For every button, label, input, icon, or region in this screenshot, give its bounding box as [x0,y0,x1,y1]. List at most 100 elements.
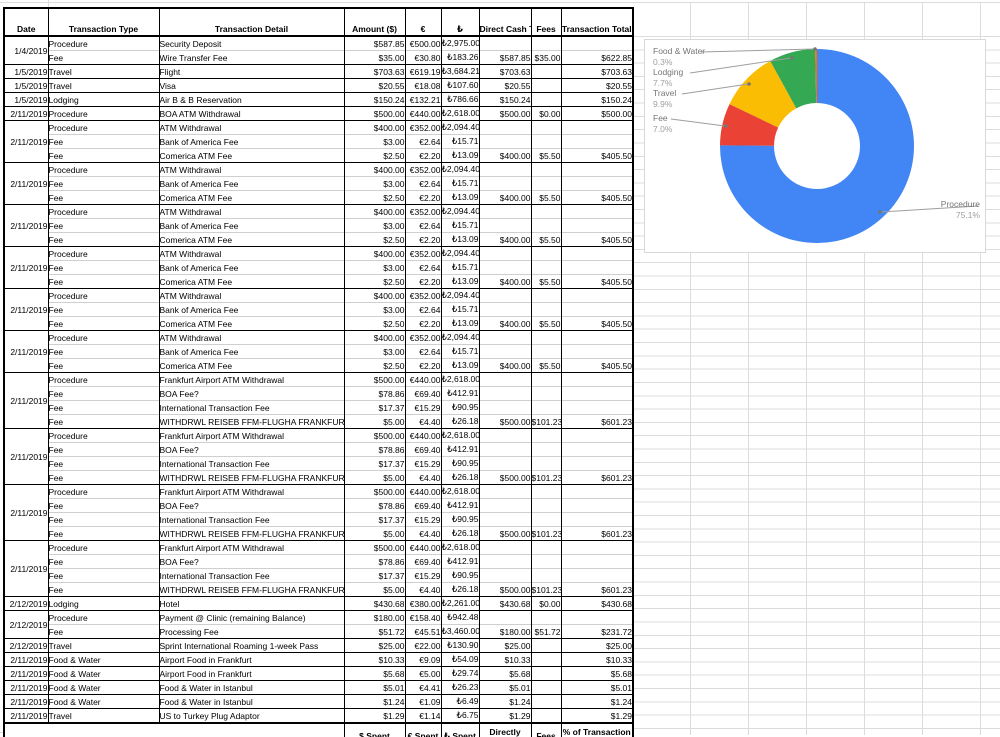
cell-direct-cash[interactable]: $20.55 [479,78,532,93]
cell-eur[interactable]: €2.20 [405,358,442,373]
cell-date[interactable]: 2/11/2019 [4,666,49,681]
cell-direct-cash[interactable]: $703.63 [479,64,532,79]
cell-type[interactable]: Fee [48,568,160,583]
cell-eur[interactable]: €440.00 [405,372,442,387]
cell-try[interactable]: ₺786.66 [441,92,480,107]
cell-date[interactable]: 2/11/2019 [4,372,49,429]
cell-detail[interactable]: Payment @ Clinic (remaining Balance) [159,610,345,625]
cell-try[interactable]: ₺26.18 [441,470,480,485]
cell-amount-usd[interactable]: $2.50 [344,358,406,373]
cell-direct-cash[interactable] [479,498,532,513]
cell-type[interactable]: Procedure [48,330,160,345]
slice-travel[interactable] [729,61,797,128]
cell-total[interactable]: $10.33 [561,652,634,667]
cell-amount-usd[interactable]: $25.00 [344,638,406,653]
cell-direct-cash[interactable] [479,302,532,317]
cell-detail[interactable]: WITHDRWL REISEB FFM-FLUGHA FRANKFURT FEE [159,414,345,429]
cell-type[interactable]: Travel [48,64,160,79]
cell-detail[interactable]: Comerica ATM Fee [159,232,345,247]
cell-fees[interactable] [531,64,562,79]
cell-amount-usd[interactable]: $400.00 [344,162,406,177]
cell-fees[interactable] [531,288,562,303]
cell-type[interactable]: Fee [48,190,160,205]
cell-fees[interactable] [531,134,562,149]
cell-amount-usd[interactable]: $587.85 [344,35,406,51]
cell-fees[interactable] [531,708,562,723]
cell-detail[interactable]: BOA Fee? [159,498,345,513]
cell-direct-cash[interactable]: $400.00 [479,148,532,163]
cell-type[interactable]: Lodging [48,92,160,107]
cell-detail[interactable]: International Transaction Fee [159,568,345,583]
cell-amount-usd[interactable]: $3.00 [344,176,406,191]
cell-try[interactable]: ₺2,094.40 [441,288,480,303]
cell-direct-cash[interactable] [479,120,532,135]
cell-amount-usd[interactable]: $78.86 [344,386,406,401]
cell-fees[interactable]: $5.50 [531,358,562,373]
cell-date[interactable]: 1/5/2019 [4,92,49,107]
cell-direct-cash[interactable] [479,568,532,583]
column-header-type[interactable]: Transaction Type [48,8,160,37]
cell-detail[interactable]: Flight [159,64,345,79]
cell-try[interactable]: ₺2,618.00 [441,484,480,499]
cell-amount-usd[interactable]: $400.00 [344,204,406,219]
cell-eur[interactable]: €9.09 [405,652,442,667]
cell-type[interactable]: Food & Water [48,694,160,709]
cell-type[interactable]: Lodging [48,596,160,611]
cell-eur[interactable]: €2.20 [405,190,442,205]
cell-total[interactable] [561,386,634,401]
cell-eur[interactable]: €440.00 [405,540,442,555]
cell-amount-usd[interactable]: $2.50 [344,190,406,205]
cell-amount-usd[interactable]: $400.00 [344,288,406,303]
cell-total[interactable]: $601.23 [561,526,634,541]
cell-try[interactable]: ₺15.71 [441,134,480,149]
cell-detail[interactable]: ATM Withdrawal [159,246,345,261]
cell-eur[interactable]: €352.00 [405,246,442,261]
cell-eur[interactable]: €440.00 [405,484,442,499]
cell-eur[interactable]: €352.00 [405,162,442,177]
cell-total[interactable] [561,120,634,135]
cell-detail[interactable]: International Transaction Fee [159,456,345,471]
cell-amount-usd[interactable]: $500.00 [344,372,406,387]
cell-detail[interactable]: WITHDRWL REISEB FFM-FLUGHA FRANKFURT FEE [159,526,345,541]
cell-direct-cash[interactable]: $180.00 [479,624,532,639]
cell-detail[interactable]: Airport Food in Frankfurt [159,652,345,667]
cell-amount-usd[interactable]: $703.63 [344,64,406,79]
cell-direct-cash[interactable]: $400.00 [479,274,532,289]
cell-total[interactable] [561,456,634,471]
cell-direct-cash[interactable] [479,372,532,387]
cell-direct-cash[interactable]: $1.29 [479,708,532,723]
cell-total[interactable] [561,344,634,359]
cell-fees[interactable] [531,568,562,583]
cell-try[interactable]: ₺2,094.40 [441,162,480,177]
cell-type[interactable]: Procedure [48,484,160,499]
cell-total[interactable]: $405.50 [561,358,634,373]
cell-direct-cash[interactable]: $500.00 [479,470,532,485]
slice-fee[interactable] [720,104,779,146]
cell-type[interactable]: Fee [48,218,160,233]
cell-type[interactable]: Procedure [48,372,160,387]
cell-total[interactable] [561,540,634,555]
cell-direct-cash[interactable] [479,134,532,149]
cell-amount-usd[interactable]: $35.00 [344,50,406,65]
cell-amount-usd[interactable]: $5.01 [344,680,406,695]
cell-date[interactable]: 2/11/2019 [4,120,49,163]
cell-amount-usd[interactable]: $5.00 [344,414,406,429]
cell-try[interactable]: ₺26.23 [441,680,480,695]
cell-try[interactable]: ₺2,618.00 [441,540,480,555]
cell-date[interactable]: 2/11/2019 [4,708,49,723]
cell-amount-usd[interactable]: $10.33 [344,652,406,667]
chart[interactable]: Food & Water 0.3% Lodging 7.7% Travel 9.… [644,39,986,253]
cell-fees[interactable] [531,400,562,415]
cell-eur[interactable]: €15.29 [405,512,442,527]
cell-fees[interactable] [531,484,562,499]
cell-direct-cash[interactable] [479,35,532,51]
cell-amount-usd[interactable]: $3.00 [344,302,406,317]
cell-direct-cash[interactable]: $25.00 [479,638,532,653]
cell-try[interactable]: ₺3,460.00 [441,624,480,639]
cell-total[interactable]: $1.24 [561,694,634,709]
cell-amount-usd[interactable]: $78.86 [344,442,406,457]
cell-direct-cash[interactable] [479,512,532,527]
cell-eur[interactable]: €4.40 [405,526,442,541]
cell-fees[interactable] [531,386,562,401]
cell-total[interactable]: $430.68 [561,596,634,611]
